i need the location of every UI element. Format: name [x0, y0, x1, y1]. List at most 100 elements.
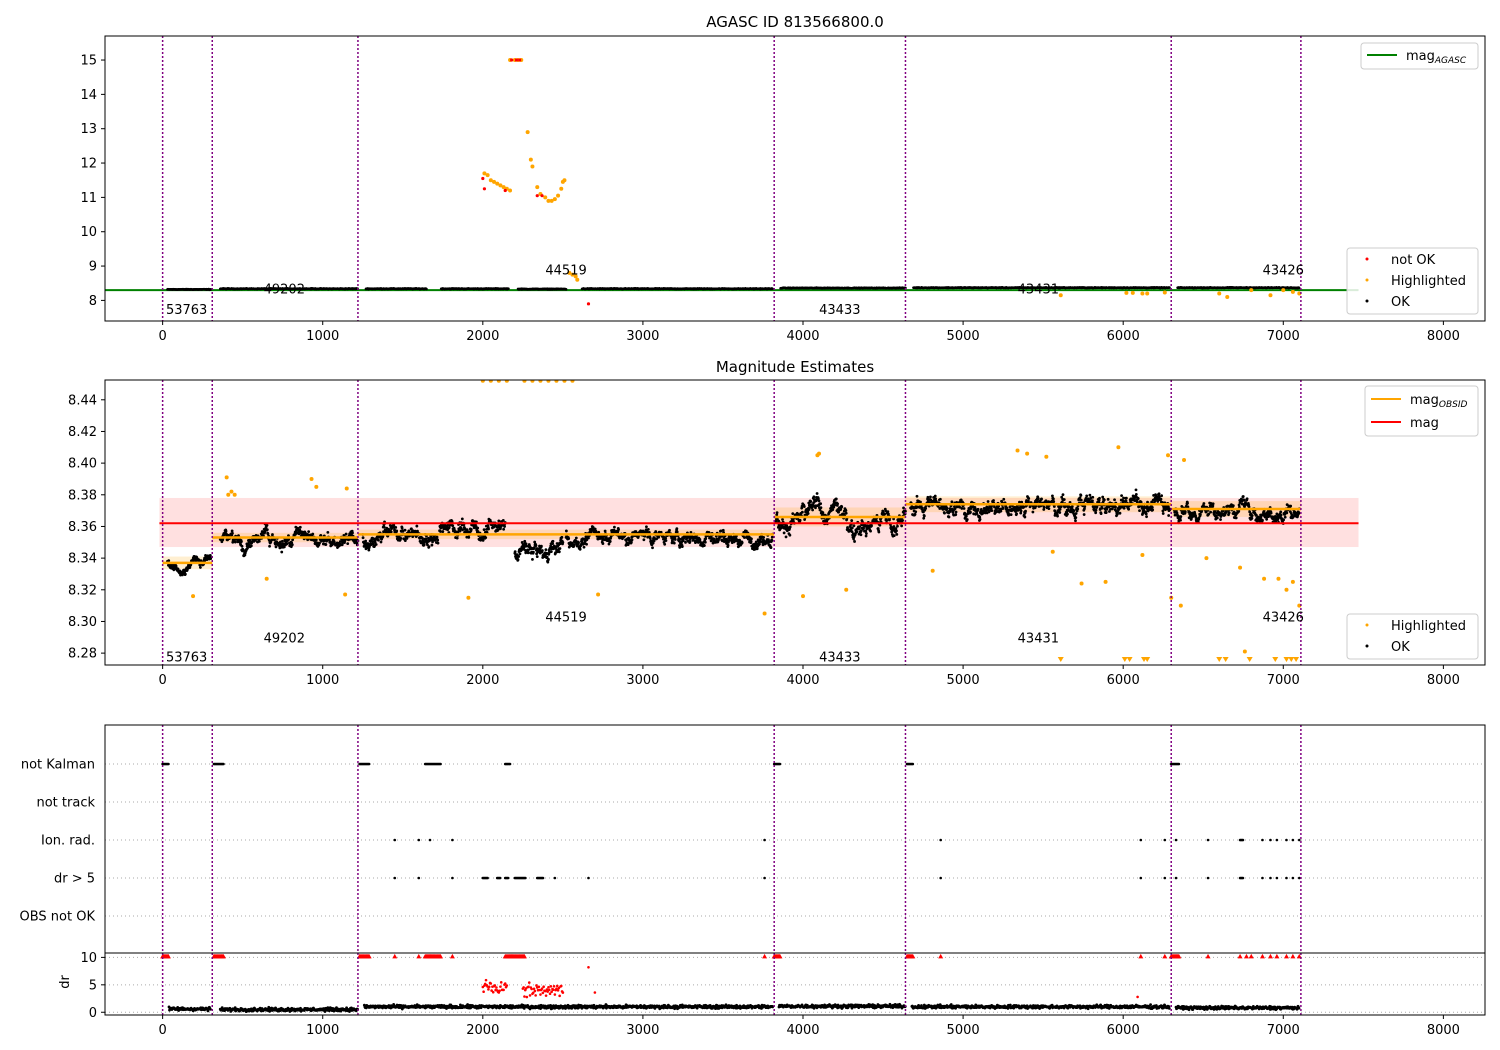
- obsid-label: 43433: [819, 303, 860, 318]
- ok-point: [1031, 510, 1035, 514]
- panel1-title: AGASC ID 813566800.0: [706, 13, 884, 31]
- ok-point: [311, 532, 315, 536]
- ok-point: [770, 539, 774, 542]
- ok-point: [969, 510, 972, 514]
- ok-point: [233, 540, 237, 544]
- ok-point: [642, 538, 646, 542]
- x-tick-label: 5000: [947, 329, 980, 344]
- ok-point: [964, 514, 968, 518]
- ok-point: [791, 512, 795, 516]
- ok-point: [617, 528, 620, 531]
- ok-point: [469, 527, 473, 531]
- y-tick-label: 8: [89, 294, 97, 309]
- ok-point: [561, 541, 565, 544]
- ok-point: [943, 511, 946, 515]
- ok-point: [399, 537, 403, 540]
- highlighted-point: [567, 270, 572, 275]
- x-tick-label: 7000: [1267, 329, 1300, 344]
- ok-point: [567, 537, 571, 541]
- ok-point: [807, 508, 811, 511]
- ok-point: [507, 287, 510, 290]
- highlighted-point: [508, 188, 513, 193]
- ok-point: [1027, 497, 1031, 500]
- ok-point: [950, 500, 954, 504]
- ok-point: [913, 512, 917, 516]
- ok-point: [663, 542, 667, 546]
- ok-point: [990, 509, 994, 513]
- ok-point: [915, 494, 919, 498]
- ok-point: [684, 540, 687, 544]
- ok-point: [427, 545, 431, 549]
- ok-point: [1009, 513, 1013, 517]
- panel-agasc: AGASC ID 813566800.0 5376349202445194343…: [80, 13, 1486, 344]
- ok-point: [487, 527, 490, 531]
- ok-point: [1036, 497, 1040, 501]
- ok-point: [502, 527, 506, 531]
- ok-point: [1058, 507, 1062, 511]
- ok-point: [557, 550, 561, 554]
- ok-point: [230, 529, 234, 533]
- highlighted-point: [562, 178, 567, 183]
- not-ok-point: [514, 58, 519, 62]
- ok-point: [853, 540, 856, 543]
- highlighted-point: [1145, 291, 1150, 296]
- legend-highlighted: Highlighted: [1391, 274, 1466, 289]
- ok-point: [855, 530, 859, 534]
- ok-point: [962, 507, 966, 510]
- ok-point: [802, 505, 806, 508]
- ok-point: [673, 538, 677, 541]
- y-tick-label: 10: [80, 225, 97, 240]
- ok-point: [664, 539, 668, 542]
- ok-point: [892, 534, 896, 538]
- ok-point: [394, 525, 398, 529]
- obsid-label: 43426: [1263, 263, 1304, 278]
- ok-point: [992, 499, 995, 502]
- highlighted-point: [552, 197, 557, 202]
- ok-point: [416, 529, 419, 533]
- ok-point: [788, 525, 792, 529]
- ok-point: [209, 557, 213, 561]
- ok-point: [540, 549, 544, 552]
- ok-point: [1058, 511, 1062, 514]
- ok-point: [844, 509, 848, 513]
- ok-point: [817, 499, 821, 503]
- highlighted-point: [546, 198, 551, 203]
- highlighted-point: [488, 178, 493, 183]
- ok-point: [400, 526, 404, 530]
- ok-point: [265, 523, 269, 527]
- highlighted-point: [1217, 291, 1222, 296]
- ok-point: [865, 532, 868, 535]
- ok-point: [564, 529, 568, 533]
- ok-point: [476, 526, 480, 530]
- ok-point: [922, 514, 926, 518]
- ok-point: [924, 506, 928, 510]
- ok-point: [407, 529, 411, 533]
- ok-point: [540, 544, 543, 548]
- ok-point: [770, 535, 774, 539]
- ok-point: [344, 532, 348, 536]
- ok-point: [770, 287, 774, 290]
- ok-point: [788, 533, 792, 537]
- ok-point: [798, 518, 802, 522]
- ok-point: [497, 519, 501, 523]
- ok-point: [346, 542, 350, 546]
- ok-point: [574, 536, 578, 540]
- obsid-label: 53763: [166, 303, 207, 318]
- ok-point: [870, 524, 873, 528]
- ok-point: [914, 510, 918, 514]
- ok-point: [199, 566, 202, 569]
- ok-point: [750, 537, 753, 541]
- ok-point: [1056, 514, 1059, 518]
- ok-point: [564, 288, 568, 291]
- ok-point: [544, 548, 548, 552]
- highlighted-point: [495, 181, 500, 186]
- ok-point: [885, 518, 889, 522]
- ok-point: [815, 492, 819, 495]
- ok-point: [422, 543, 426, 547]
- ok-point: [703, 540, 707, 544]
- highlighted-point: [556, 193, 561, 198]
- not-ok-point: [510, 58, 514, 62]
- ok-point: [516, 558, 520, 562]
